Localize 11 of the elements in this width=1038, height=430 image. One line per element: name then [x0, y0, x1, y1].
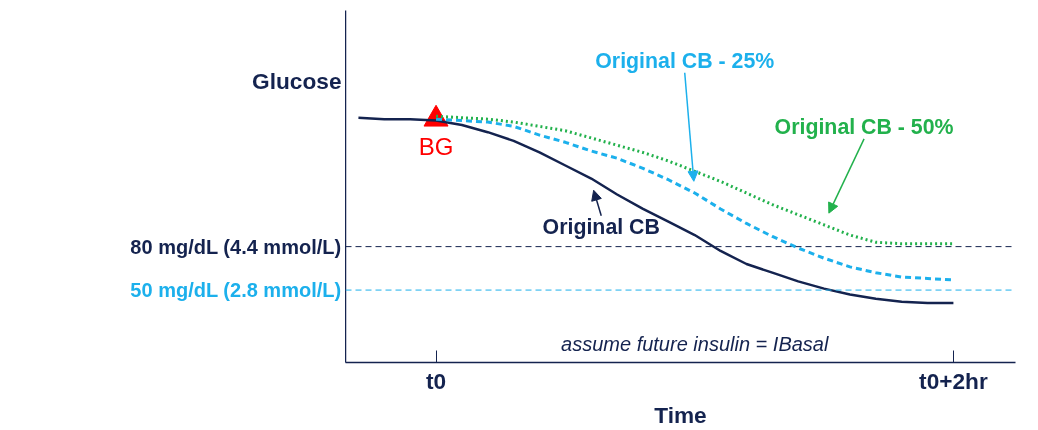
x-axis-title: Time — [654, 401, 707, 428]
legend-label: Original CB — [542, 215, 660, 240]
ref-line-label: 50 mg/dL (2.8 mmol/L) — [130, 279, 342, 302]
ref-line-label: 80 mg/dL (4.4 mmol/L) — [130, 235, 342, 258]
y-axis-title: Glucose — [252, 67, 342, 94]
annotation: assume future insulin = IBasal — [561, 332, 829, 355]
x-tick-label: t0+2hr — [919, 367, 988, 394]
series-label: BG — [418, 133, 454, 161]
x-tick-label: t0 — [425, 367, 447, 394]
text: Original CB - 25% — [595, 49, 775, 74]
text: Original CB - 50% — [774, 115, 954, 140]
